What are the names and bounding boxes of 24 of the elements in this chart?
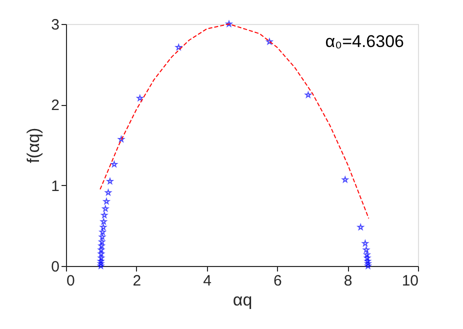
- x-tick-label: 2: [132, 272, 142, 290]
- point: [98, 238, 106, 245]
- point: [226, 20, 232, 27]
- x-tick-label: 8: [344, 272, 352, 290]
- x-tick-label: 4: [203, 272, 212, 290]
- point: [98, 242, 105, 249]
- point: [364, 251, 370, 258]
- point: [136, 94, 144, 101]
- point: [106, 178, 114, 184]
- x-axis-title: αq: [232, 290, 252, 310]
- x-tick-label: 0: [66, 272, 75, 290]
- annotation: α₀=4.6306: [325, 32, 404, 51]
- x-tick-label: 6: [274, 272, 282, 290]
- point: [364, 262, 372, 269]
- point: [103, 198, 110, 204]
- point: [102, 205, 109, 212]
- y-tick-label: 2: [51, 97, 60, 114]
- point: [266, 38, 273, 44]
- point: [364, 260, 372, 266]
- y-tick-label: 0: [51, 258, 60, 276]
- x-tick-label: 10: [402, 272, 418, 290]
- y-axis-title: f(αq): [24, 128, 44, 164]
- y-tick-label: 1: [51, 178, 60, 195]
- y-tick-label: 3: [51, 16, 60, 34]
